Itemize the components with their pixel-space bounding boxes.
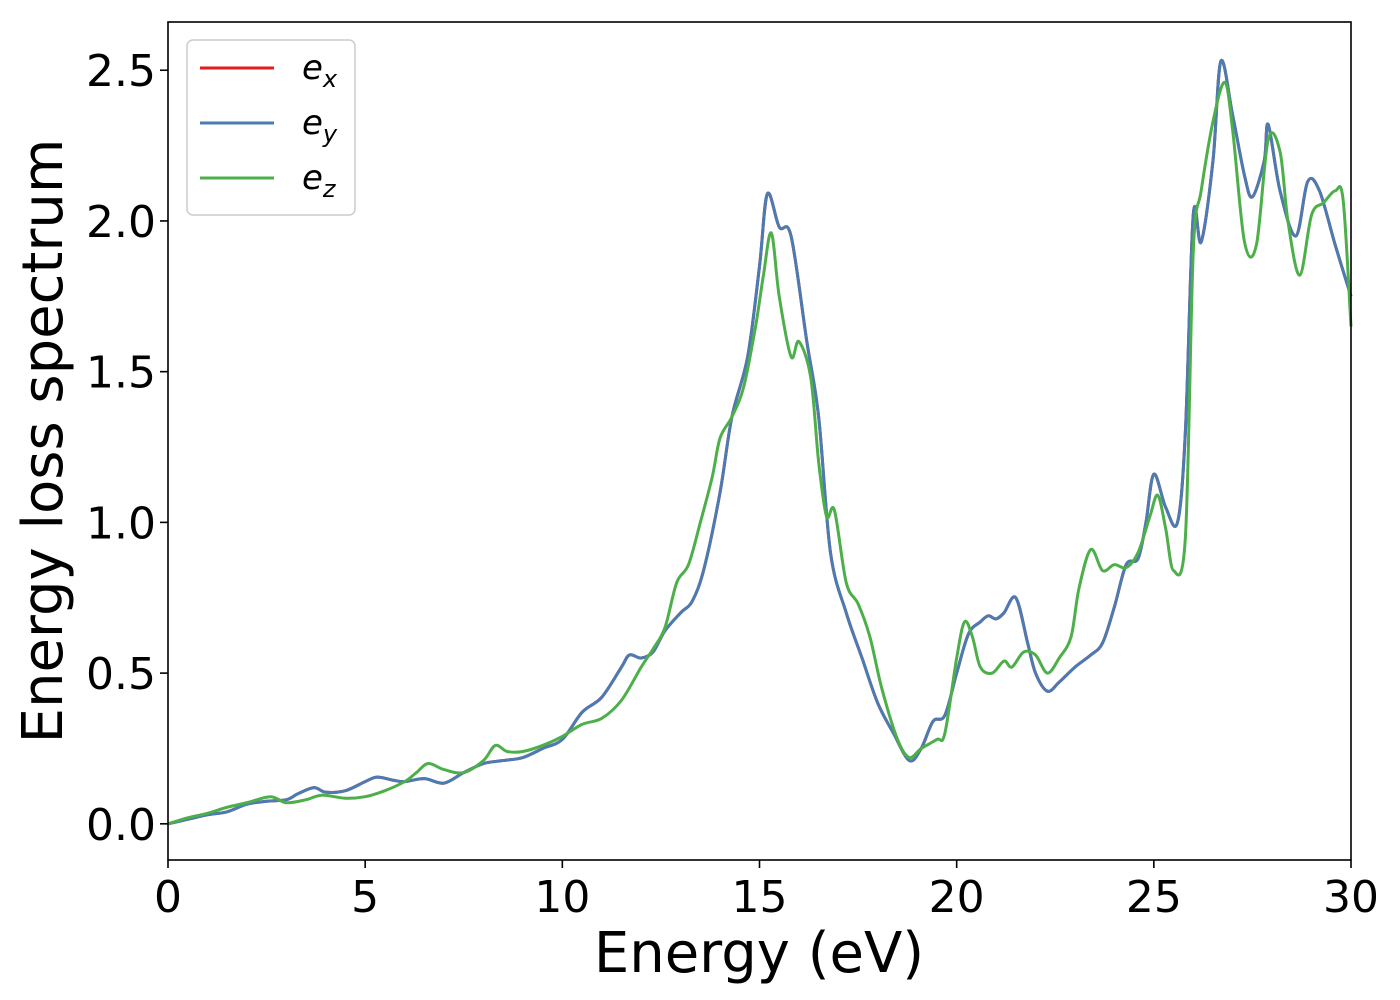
series-layer <box>167 58 1353 826</box>
x-tick-label: 0 <box>154 872 182 923</box>
series-line-e-z <box>167 80 1353 826</box>
x-tick-label: 10 <box>534 872 590 923</box>
legend-label-x: ex <box>302 48 338 93</box>
y-tick-label: 0.0 <box>86 800 156 851</box>
x-axis: 0 5 10 15 20 25 30 <box>154 860 1379 923</box>
y-tick-label: 1.5 <box>86 348 156 399</box>
y-axis-label: Energy loss spectrum <box>11 139 76 744</box>
y-tick-label: 0.5 <box>86 649 156 700</box>
x-axis-label: Energy (eV) <box>594 921 924 986</box>
legend: ex ey ez <box>186 39 356 216</box>
x-tick-label: 5 <box>351 872 379 923</box>
y-axis: 0.0 0.5 1.0 1.5 2.0 2.5 <box>86 46 168 851</box>
x-tick-label: 20 <box>929 872 985 923</box>
x-tick-label: 25 <box>1126 872 1182 923</box>
legend-label-y: ey <box>302 103 338 148</box>
legend-box <box>186 39 356 216</box>
plot-background <box>168 22 1351 860</box>
y-tick-label: 1.0 <box>86 498 156 549</box>
y-tick-label: 2.0 <box>86 197 156 248</box>
series-line-e-y <box>167 58 1353 826</box>
legend-label-z: ez <box>302 158 337 203</box>
x-tick-label: 30 <box>1323 872 1379 923</box>
x-tick-label: 15 <box>732 872 788 923</box>
y-tick-label: 2.5 <box>86 46 156 97</box>
